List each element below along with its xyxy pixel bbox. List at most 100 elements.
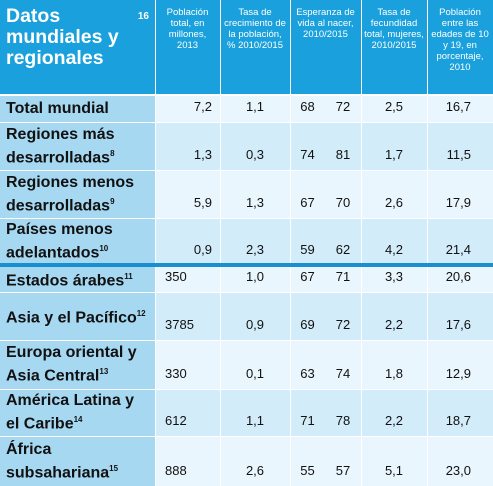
cell-pop: 888 xyxy=(155,436,220,486)
cell-value: 1,0 xyxy=(245,269,265,284)
cell-value: 70 xyxy=(335,195,351,210)
cell-value: 350 xyxy=(165,269,187,284)
row-label-text: Estados árabes xyxy=(6,272,125,290)
cell-value: 16,7 xyxy=(445,99,471,114)
column-header: Tasa de fecundidad total, mujeres, 2010/… xyxy=(361,0,427,95)
cell-life-a: 59 xyxy=(290,218,325,265)
row-label: Estados árabes11 xyxy=(0,265,155,292)
cell-fert: 2,2 xyxy=(361,292,427,340)
row-label: Asia y el Pacífico12 xyxy=(0,292,155,340)
cell-youth: 11,5 xyxy=(427,122,493,170)
row-label: África subsahariana15 xyxy=(0,436,155,486)
cell-value: 7,2 xyxy=(193,99,212,114)
cell-youth: 16,7 xyxy=(427,95,493,122)
cell-youth: 17,9 xyxy=(427,170,493,218)
cell-value: 3785 xyxy=(165,317,194,332)
column-divider xyxy=(155,0,156,486)
cell-value: 63 xyxy=(300,366,315,381)
cell-value: 2,2 xyxy=(384,413,404,428)
cell-life-a: 63 xyxy=(290,340,325,389)
cell-life-b: 81 xyxy=(325,122,361,170)
cell-growth: 0,1 xyxy=(220,340,290,389)
cell-life-b: 78 xyxy=(325,389,361,436)
column-header: Población total, en millones, 2013 xyxy=(155,0,220,95)
cell-value: 2,2 xyxy=(384,317,404,332)
cell-life-b: 57 xyxy=(325,436,361,486)
cell-value: 0,9 xyxy=(193,242,212,257)
cell-value: 1,3 xyxy=(193,147,212,162)
cell-value: 4,2 xyxy=(384,242,404,257)
cell-value: 1,1 xyxy=(245,413,265,428)
cell-value: 1,3 xyxy=(245,195,265,210)
cell-value: 5,1 xyxy=(384,463,404,478)
cell-growth: 1,3 xyxy=(220,170,290,218)
cell-value: 72 xyxy=(335,99,351,114)
cell-youth: 21,4 xyxy=(427,218,493,265)
row-label-text: África subsahariana xyxy=(6,440,110,482)
column-header: Población entre las edades de 10 y 19, e… xyxy=(427,0,493,95)
cell-value: 78 xyxy=(335,413,351,428)
cell-youth: 18,7 xyxy=(427,389,493,436)
cell-fert: 2,5 xyxy=(361,95,427,122)
row-divider xyxy=(0,340,493,341)
cell-life-b: 62 xyxy=(325,218,361,265)
row-divider xyxy=(0,170,493,171)
cell-value: 62 xyxy=(335,242,351,257)
cell-value: 55 xyxy=(300,463,315,478)
column-header-text: Población entre las edades de 10 y 19, e… xyxy=(431,7,489,73)
row-label-text: Regiones menos desarrolladas xyxy=(6,173,135,215)
row-label: Europa oriental y Asia Central13 xyxy=(0,340,155,389)
row-label: América Latina y el Caribe14 xyxy=(0,389,155,436)
cell-life-a: 67 xyxy=(290,265,325,292)
cell-fert: 2,2 xyxy=(361,389,427,436)
cell-value: 68 xyxy=(300,99,315,114)
cell-pop: 0,9 xyxy=(155,218,220,265)
row-divider xyxy=(0,389,493,390)
table-title-text: Datos mundiales y regionales xyxy=(6,5,119,69)
cell-value: 12,9 xyxy=(445,366,471,381)
cell-value: 67 xyxy=(300,195,315,210)
cell-value: 0,1 xyxy=(245,366,265,381)
column-header: Esperanza de vida al nacer, 2010/2015 xyxy=(290,0,361,95)
cell-value: 18,7 xyxy=(445,413,471,428)
cell-value: 17,9 xyxy=(445,195,471,210)
row-label: Total mundial xyxy=(0,95,155,122)
cell-value: 20,6 xyxy=(445,269,471,284)
cell-life-a: 71 xyxy=(290,389,325,436)
column-header-text: Tasa de crecimiento de la población, % 2… xyxy=(224,7,286,51)
row-divider xyxy=(0,218,493,219)
cell-fert: 3,3 xyxy=(361,265,427,292)
cell-pop: 3785 xyxy=(155,292,220,340)
row-footnote: 14 xyxy=(73,415,83,425)
cell-pop: 350 xyxy=(155,265,220,292)
cell-life-a: 69 xyxy=(290,292,325,340)
table-title: Datos mundiales y regionales 16 xyxy=(0,0,155,95)
cell-value: 74 xyxy=(300,147,315,162)
row-footnote: 13 xyxy=(99,367,109,377)
cell-pop: 1,3 xyxy=(155,122,220,170)
cell-pop: 5,9 xyxy=(155,170,220,218)
cell-life-a: 74 xyxy=(290,122,325,170)
cell-life-b: 72 xyxy=(325,95,361,122)
column-divider xyxy=(220,0,221,486)
row-label: Países menos adelantados10 xyxy=(0,218,155,265)
column-header-text: Esperanza de vida al nacer, 2010/2015 xyxy=(296,7,355,40)
cell-fert: 4,2 xyxy=(361,218,427,265)
cell-fert: 1,7 xyxy=(361,122,427,170)
cell-value: 330 xyxy=(165,366,187,381)
cell-life-b: 70 xyxy=(325,170,361,218)
cell-value: 71 xyxy=(300,413,315,428)
cell-value: 23,0 xyxy=(445,463,471,478)
cell-life-b: 72 xyxy=(325,292,361,340)
cell-value: 59 xyxy=(300,242,315,257)
row-label-text: Asia y el Pacífico xyxy=(6,309,137,327)
cell-growth: 0,9 xyxy=(220,292,290,340)
cell-youth: 12,9 xyxy=(427,340,493,389)
cell-value: 72 xyxy=(335,317,351,332)
cell-growth: 2,6 xyxy=(220,436,290,486)
cell-value: 1,7 xyxy=(384,147,404,162)
row-footnote: 9 xyxy=(110,196,115,206)
cell-life-b: 71 xyxy=(325,265,361,292)
cell-growth: 1,0 xyxy=(220,265,290,292)
cell-fert: 2,6 xyxy=(361,170,427,218)
